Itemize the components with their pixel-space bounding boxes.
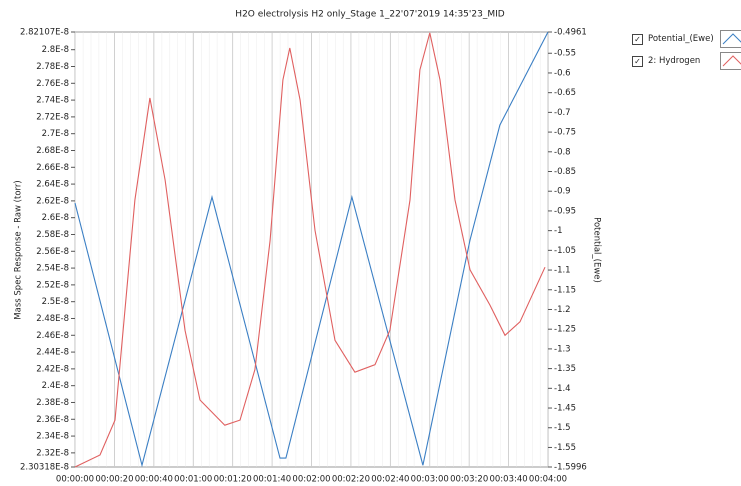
y2-tick-label: -0.55: [554, 49, 576, 59]
y-tick-label: 2.6E-8: [42, 213, 69, 223]
y2-tick-label: -1.3: [554, 344, 571, 354]
y2-tick-label: -0.65: [554, 88, 576, 98]
y2-tick-label: -0.8: [554, 147, 571, 157]
y-tick-label: 2.5E-8: [42, 297, 69, 307]
series-line: [74, 31, 549, 468]
legend-entry: ✓ 2: Hydrogen: [632, 50, 741, 72]
x-tick-label: 00:03:40: [489, 475, 527, 485]
y-tick-label: 2.76E-8: [36, 79, 69, 89]
chart-title: H2O electrolysis H2 only_Stage 1_22'07'2…: [235, 10, 504, 20]
y-tick-label: 2.64E-8: [36, 180, 69, 190]
y2-tick-label: -0.7: [554, 108, 571, 118]
legend-swatch: [720, 30, 741, 48]
y2-tick-label: -0.4961: [554, 28, 587, 38]
y2-tick-label: -0.85: [554, 167, 576, 177]
y-tick-label: 2.8E-8: [42, 45, 69, 55]
y-tick-label: 2.30318E-8: [20, 463, 69, 473]
legend-swatch: [720, 52, 741, 70]
y2-tick-label: -0.9: [554, 187, 571, 197]
legend-swatch-line: [722, 55, 741, 67]
y-tick-label: 2.44E-8: [36, 348, 69, 358]
x-tick-label: 00:01:20: [214, 475, 252, 485]
legend-checkbox[interactable]: ✓: [632, 55, 643, 67]
y2-tick-label: -0.75: [554, 128, 576, 138]
legend-label: 2: Hydrogen: [648, 56, 701, 66]
y-tick-label: 2.74E-8: [36, 96, 69, 106]
y-tick-label: 2.48E-8: [36, 314, 69, 324]
legend-swatch-line: [722, 33, 741, 45]
y-tick-label: 2.56E-8: [36, 247, 69, 257]
y-tick-label: 2.46E-8: [36, 331, 69, 341]
x-tick-label: 00:03:00: [411, 475, 449, 485]
y2-tick-label: -1.05: [554, 246, 576, 256]
y-tick-label: 2.62E-8: [36, 196, 69, 206]
y-tick-label: 2.4E-8: [42, 381, 69, 391]
y-tick-label: 2.68E-8: [36, 146, 69, 156]
legend-checkbox[interactable]: ✓: [632, 33, 643, 45]
x-tick-label: 00:00:00: [56, 475, 94, 485]
y-tick-label: 2.54E-8: [36, 264, 69, 274]
y-axis-label: Mass Spec Response - Raw (torr): [14, 180, 24, 319]
marks: [74, 31, 549, 468]
y-tick-label: 2.58E-8: [36, 230, 69, 240]
x-tick-label: 00:02:20: [332, 475, 370, 485]
y2-tick-label: -1.2: [554, 305, 571, 315]
legend-entry: ✓ Potential_(Ewe): [632, 28, 741, 50]
x-tick-label: 00:01:40: [253, 475, 291, 485]
x-tick-label: 00:02:40: [371, 475, 409, 485]
x-tick-label: 00:03:20: [450, 475, 488, 485]
y-tick-label: 2.78E-8: [36, 62, 69, 72]
x-tick-label: 00:00:20: [95, 475, 133, 485]
y-tick-label: 2.32E-8: [36, 448, 69, 458]
y-tick-label: 2.66E-8: [36, 163, 69, 173]
y2-tick-label: -1.35: [554, 364, 576, 374]
y2-tick-label: -1: [554, 226, 562, 236]
legend-label: Potential_(Ewe): [648, 34, 714, 44]
y-tick-label: 2.42E-8: [36, 364, 69, 374]
y-tick-label: 2.72E-8: [36, 112, 69, 122]
y-tick-label: 2.52E-8: [36, 280, 69, 290]
y2-tick-label: -1.15: [554, 285, 576, 295]
x-tick-label: 00:02:00: [292, 475, 330, 485]
y-tick-label: 2.82107E-8: [20, 28, 69, 38]
legend: ✓ Potential_(Ewe) ✓ 2: Hydrogen: [632, 28, 741, 72]
y2-tick-label: -1.25: [554, 325, 576, 335]
x-tick-label: 00:01:00: [174, 475, 212, 485]
y2-tick-label: -1.5: [554, 423, 571, 433]
y2-tick-label: -0.95: [554, 206, 576, 216]
y-tick-label: 2.7E-8: [42, 129, 69, 139]
y2-tick-label: -1.4: [554, 384, 571, 394]
y2-tick-label: -0.6: [554, 68, 571, 78]
y2-axis-label: Potential_(Ewe): [592, 217, 602, 283]
y2-tick-label: -1.5996: [554, 463, 587, 473]
x-tick-label: 00:04:00: [529, 475, 567, 485]
series-line: [74, 32, 546, 468]
y2-tick-label: -1.55: [554, 443, 576, 453]
y-tick-label: 2.38E-8: [36, 398, 69, 408]
x-tick-label: 00:00:40: [135, 475, 173, 485]
y-tick-label: 2.34E-8: [36, 432, 69, 442]
y2-tick-label: -1.1: [554, 266, 571, 276]
y-tick-label: 2.36E-8: [36, 415, 69, 425]
y2-tick-label: -1.45: [554, 404, 576, 414]
